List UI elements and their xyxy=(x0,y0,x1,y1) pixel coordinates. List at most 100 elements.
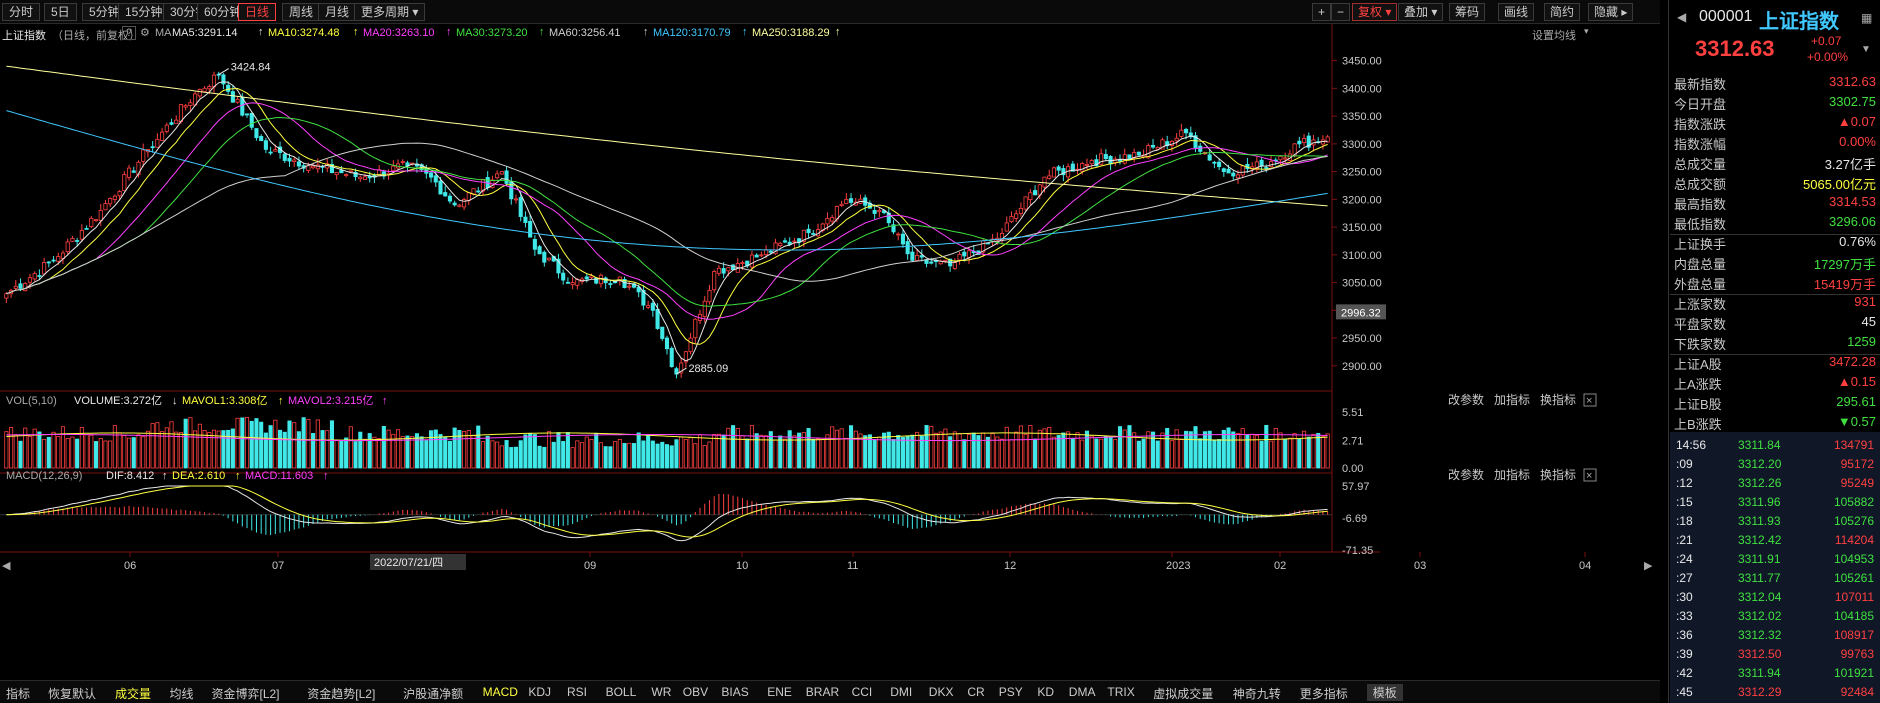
indicator-tab-18[interactable]: DKX xyxy=(928,685,954,699)
indicator-tab-3[interactable]: 均线 xyxy=(169,687,194,701)
kline-chart[interactable]: 3450.00 3400.00 3350.00 3300.00 3250.00 3200.… xyxy=(0,0,1668,680)
toolbar-button-7[interactable]: 隐藏 ▸ xyxy=(1588,3,1634,21)
period-tab-3[interactable]: 15分钟 xyxy=(118,3,170,21)
indicator-tab-17[interactable]: DMI xyxy=(890,685,913,699)
indicator-tab-22[interactable]: DMA xyxy=(1068,685,1096,699)
volume-bar xyxy=(778,435,783,469)
volume-bar xyxy=(480,441,486,469)
indicator-tab-20[interactable]: PSY xyxy=(998,685,1023,699)
toolbar-button-0[interactable]: + xyxy=(1312,3,1332,21)
period-tab-0[interactable]: 分时 xyxy=(2,3,41,21)
indicator-tab-15[interactable]: BRAR xyxy=(805,685,840,699)
indicator-tab-12[interactable]: OBV xyxy=(682,685,709,699)
macd-panel-action-2[interactable]: 换指标 xyxy=(1540,467,1576,482)
indicator-tab-11[interactable]: WR xyxy=(651,685,672,699)
indicator-tab-7[interactable]: MACD xyxy=(482,685,518,699)
up-arrow-icon: ↑ xyxy=(382,395,388,407)
period-tab-9[interactable]: 更多周期 ▾ xyxy=(354,3,426,21)
indicator-tab-24[interactable]: 虚拟成交量 xyxy=(1153,687,1214,701)
volume-bar xyxy=(211,429,217,469)
indicator-tab-14[interactable]: ENE xyxy=(767,685,792,699)
chevron-left-icon[interactable]: ◀ xyxy=(1677,10,1687,24)
quote-row-label: 上证换手 xyxy=(1674,237,1727,252)
indicator-tab-19[interactable]: CR xyxy=(967,685,985,699)
macd-panel-action-1[interactable]: 加指标 xyxy=(1494,467,1530,482)
indicator-tab-5[interactable]: 资金趋势[L2] xyxy=(307,687,376,701)
candle-up xyxy=(311,165,316,169)
indicator-tab-13[interactable]: BIAS xyxy=(721,685,749,699)
indicator-tab-0[interactable]: 指标 xyxy=(6,687,31,701)
close-icon[interactable] xyxy=(1583,393,1597,407)
toolbar-button-2[interactable]: 复权 ▾ xyxy=(1352,3,1398,21)
period-tab-6[interactable]: 日线 xyxy=(238,3,277,21)
volume-bar xyxy=(1094,438,1099,469)
period-tab-7[interactable]: 周线 xyxy=(282,3,321,21)
volume-bar xyxy=(504,440,509,469)
indicator-tab-6[interactable]: 沪股通净额 xyxy=(403,687,464,701)
indicator-tab-16[interactable]: CCI xyxy=(851,685,873,699)
volume-bar xyxy=(4,431,9,469)
volume-bar xyxy=(348,426,353,469)
indicator-tab-4[interactable]: 资金博弈[L2] xyxy=(211,687,280,701)
toolbar-button-6[interactable]: 简约 xyxy=(1544,3,1581,21)
period-tab-2[interactable]: 5分钟 xyxy=(82,3,127,21)
volume-bar xyxy=(1066,431,1071,469)
candle-down xyxy=(528,221,533,238)
tick-time: :39 xyxy=(1676,647,1693,661)
gear-icon[interactable]: ⚙ xyxy=(140,27,150,39)
quote-row-label: 最新指数 xyxy=(1674,77,1727,92)
scroll-right-icon[interactable]: ▶ xyxy=(1644,560,1653,572)
candle-down xyxy=(1061,168,1066,176)
toolbar-button-3[interactable]: 叠加 ▾ xyxy=(1398,3,1444,21)
candle-up xyxy=(273,149,278,152)
indicator-tab-21[interactable]: KD xyxy=(1037,685,1055,699)
toolbar-button-5[interactable]: 画线 xyxy=(1498,3,1535,21)
macd-panel-action-0[interactable]: 改参数 xyxy=(1448,467,1484,482)
volume-bar xyxy=(1051,436,1056,469)
close-icon[interactable]: × xyxy=(1586,395,1592,407)
candle-up xyxy=(93,219,99,222)
divider xyxy=(1670,354,1880,355)
close-icon[interactable]: × xyxy=(1586,470,1592,482)
ma-settings-button[interactable]: 设置均线 xyxy=(1532,30,1576,42)
indicator-tab-23[interactable]: TRIX xyxy=(1107,685,1135,699)
volume-bar xyxy=(919,435,924,469)
volume-bar xyxy=(1287,437,1292,469)
chevron-down-icon[interactable]: ▼ xyxy=(1861,44,1871,55)
volume-bar xyxy=(787,430,792,469)
candle-up xyxy=(183,105,188,108)
candle-down xyxy=(787,241,792,245)
vol-panel-action-1[interactable]: 加指标 xyxy=(1494,392,1530,407)
vol-panel-action-2[interactable]: 换指标 xyxy=(1540,392,1576,407)
volume-bar xyxy=(641,440,646,469)
volume-bar xyxy=(749,425,754,469)
indicator-tab-9[interactable]: RSI xyxy=(567,685,588,699)
toolbar-button-4[interactable]: 筹码 xyxy=(1449,3,1486,21)
indicator-tab-25[interactable]: 神奇九转 xyxy=(1232,687,1281,701)
indicator-tab-2[interactable]: 成交量 xyxy=(115,687,152,701)
help-icon[interactable]: ? xyxy=(122,26,137,40)
tick-row: :45 3312.29 92484 xyxy=(1670,683,1880,702)
candle-up xyxy=(792,240,797,243)
period-tab-8[interactable]: 月线 xyxy=(318,3,357,21)
candle-up xyxy=(943,259,948,262)
indicator-tab-27[interactable]: 模板 xyxy=(1366,684,1403,701)
volume-bar xyxy=(32,428,37,469)
volume-bar xyxy=(674,439,679,469)
grid-icon[interactable]: ▦ xyxy=(1861,11,1873,25)
volume-bar xyxy=(155,422,160,469)
indicator-tab-1[interactable]: 恢复默认 xyxy=(48,687,97,701)
vol-panel-action-0[interactable]: 改参数 xyxy=(1448,392,1484,407)
close-icon[interactable] xyxy=(1583,468,1597,482)
toolbar-button-1[interactable]: − xyxy=(1331,3,1351,21)
tick-time: :21 xyxy=(1676,533,1693,547)
indicator-tab-8[interactable]: KDJ xyxy=(528,685,552,699)
volume-bar xyxy=(1141,438,1146,469)
indicator-tab-10[interactable]: BOLL xyxy=(605,685,637,699)
scroll-left-icon[interactable]: ◀ xyxy=(2,560,11,572)
indicator-tab-26[interactable]: 更多指标 xyxy=(1299,687,1348,701)
volume-bar xyxy=(1320,436,1325,469)
volume-bar xyxy=(42,438,47,469)
tick-volume: 104185 xyxy=(1833,609,1874,623)
period-tab-1[interactable]: 5日 xyxy=(44,3,77,21)
